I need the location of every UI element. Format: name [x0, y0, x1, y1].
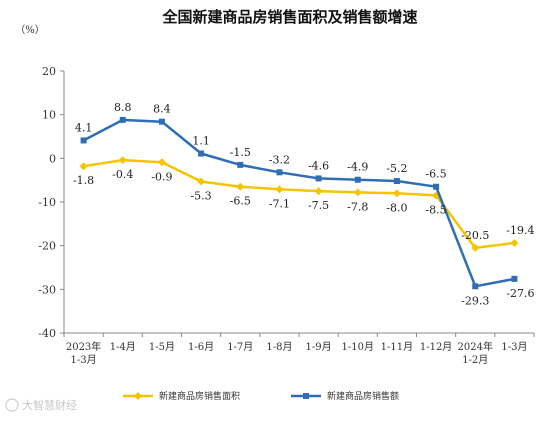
- y-axis-ticks: 20 10 0 -10 -20 -30 -40: [38, 65, 64, 340]
- data-point: [275, 185, 284, 194]
- x-tick-label: 2024年 1-2月: [458, 340, 493, 366]
- x-tick-label: 2023年 1-3月: [66, 340, 101, 366]
- data-point: [118, 156, 127, 165]
- series-line-1: [83, 118, 515, 288]
- y-tick-label: 20: [42, 65, 56, 78]
- data-label: -0.4: [112, 168, 133, 181]
- data-point: [314, 187, 323, 196]
- data-point: [471, 243, 480, 252]
- data-label: -8.5: [425, 203, 446, 216]
- data-point: [354, 176, 361, 183]
- data-point: [236, 182, 245, 191]
- data-label: 8.4: [153, 103, 171, 116]
- data-label: 4.1: [75, 121, 93, 134]
- data-label: -4.9: [347, 161, 368, 174]
- legend-label: 新建商品房销售面积: [159, 390, 240, 402]
- data-label: -1.5: [230, 146, 251, 159]
- data-point: [392, 189, 401, 198]
- data-point: [119, 116, 126, 123]
- x-tick-label: 1-10月: [342, 341, 374, 353]
- data-point: [80, 137, 87, 144]
- data-label: -20.5: [461, 229, 489, 242]
- data-label: -6.5: [425, 168, 446, 181]
- data-label: -8.0: [386, 201, 407, 214]
- data-label: -7.1: [269, 197, 290, 210]
- x-tick-label: 1-6月: [188, 341, 214, 353]
- legend: 新建商品房销售面积 新建商品房销售额: [123, 390, 399, 402]
- data-point: [511, 275, 518, 282]
- legend-marker: [134, 392, 142, 400]
- legend-label: 新建商品房销售额: [327, 390, 399, 402]
- data-point: [198, 150, 205, 157]
- x-tick-label: 1-4月: [110, 341, 136, 353]
- data-point: [353, 188, 362, 197]
- y-tick-label: 0: [49, 152, 56, 165]
- data-label: -4.6: [308, 159, 329, 172]
- x-tick-label: 1-3月: [501, 341, 527, 353]
- y-tick-label: -10: [38, 196, 56, 209]
- data-label: -5.2: [386, 162, 407, 175]
- data-label: -5.3: [190, 189, 211, 202]
- data-point: [79, 162, 88, 171]
- data-label: 1.1: [192, 135, 210, 148]
- data-point: [276, 169, 283, 176]
- data-label: -7.5: [308, 199, 329, 212]
- legend-marker: [303, 393, 309, 399]
- data-point: [157, 158, 166, 167]
- data-label: 8.8: [114, 101, 132, 114]
- x-tick-label: 1-9月: [306, 341, 332, 353]
- data-point: [472, 283, 479, 290]
- data-point: [393, 178, 400, 185]
- x-tick-label: 1-5月: [149, 341, 175, 353]
- watermark: 大智慧财经: [5, 398, 77, 412]
- x-tick-label: 1-11月: [381, 341, 413, 353]
- data-label: -0.9: [151, 170, 172, 183]
- data-label: -29.3: [461, 294, 489, 307]
- data-labels: -1.8 -0.4 -0.9 -5.3 -6.5 -7.1 -7.5 -7.8 -8.0 -8.5…: [73, 101, 535, 307]
- series-group: [79, 116, 519, 290]
- x-tick-label: 1-7月: [227, 341, 253, 353]
- series-line-0: [83, 158, 515, 250]
- data-label: -27.6: [506, 287, 534, 300]
- y-tick-label: -30: [38, 283, 56, 296]
- y-tick-label: -40: [38, 327, 56, 340]
- data-point: [237, 161, 244, 168]
- y-tick-label: -20: [38, 240, 56, 253]
- data-label: -19.4: [506, 224, 534, 237]
- x-axis-ticks: 2023年 1-3月 1-4月 1-5月 1-6月 1-7月 1-8月 1-9月 1-10月 1-…: [63, 333, 535, 366]
- watermark-text: 大智慧财经: [22, 398, 77, 412]
- data-point: [197, 177, 206, 186]
- chart-title: 全国新建商品房销售面积及销售额增速: [161, 8, 417, 26]
- x-tick-label: 1-8月: [266, 341, 292, 353]
- data-point: [158, 118, 165, 125]
- data-point: [315, 175, 322, 182]
- data-point: [510, 239, 519, 248]
- data-point: [433, 183, 440, 190]
- data-label: -3.2: [269, 153, 290, 166]
- x-tick-label: 1-12月: [420, 341, 452, 353]
- watermark-logo-icon: [5, 398, 19, 412]
- y-axis-unit: （%）: [15, 24, 45, 36]
- data-label: -1.8: [73, 174, 94, 187]
- data-label: -7.8: [347, 200, 368, 213]
- y-tick-label: 10: [42, 109, 56, 122]
- data-label: -6.5: [230, 195, 251, 208]
